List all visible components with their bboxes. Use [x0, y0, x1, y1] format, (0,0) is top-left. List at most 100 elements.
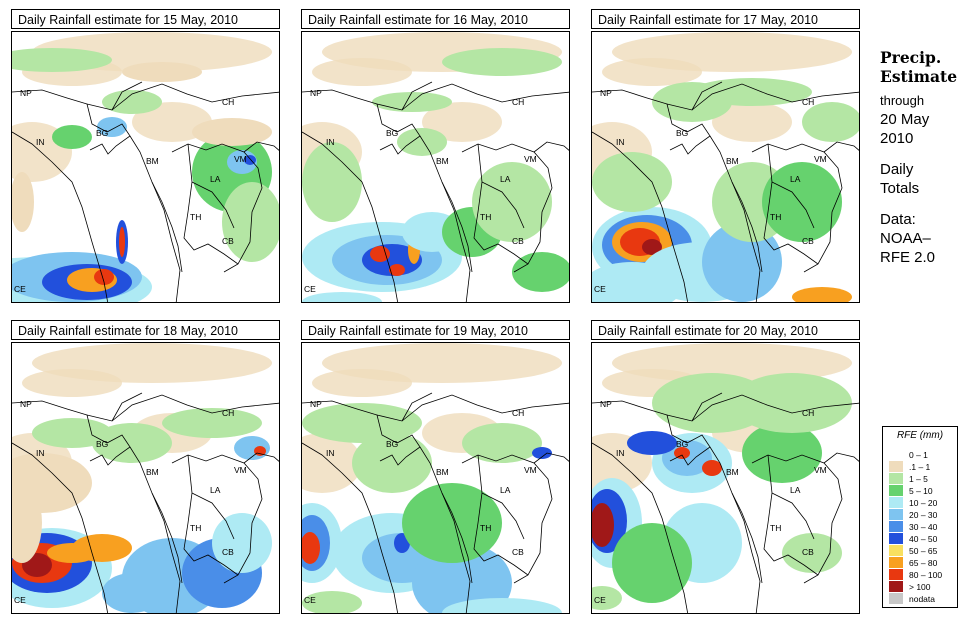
rainfall-cell	[212, 513, 272, 573]
country-border	[441, 492, 473, 584]
rainfall-cell	[192, 118, 272, 146]
country-label-vm: VM	[524, 154, 537, 164]
rainfall-cell	[792, 287, 852, 302]
rainfall-map: NP CH IN BG BM VM LA TH CB CE	[11, 342, 280, 614]
rainfall-cell	[662, 440, 712, 476]
country-border	[731, 181, 763, 273]
legend-daily-line-1: Daily	[880, 161, 914, 178]
country-border	[751, 143, 843, 273]
rainfall-cell	[532, 447, 552, 459]
country-border	[151, 492, 183, 584]
country-border	[533, 452, 569, 464]
country-label-np: NP	[310, 399, 322, 409]
rainfall-cell	[642, 239, 662, 255]
colorbar-class: 10 – 20	[889, 497, 937, 508]
rainfall-cell	[302, 532, 320, 564]
rainfall-cell	[674, 447, 690, 459]
panel-title: Daily Rainfall estimate for 15 May, 2010	[11, 9, 280, 29]
colorbar-class: 30 – 40	[889, 521, 937, 532]
rainfall-cell	[12, 453, 92, 513]
country-border	[473, 454, 529, 576]
country-border	[151, 181, 183, 273]
colorbar-class: 80 – 100	[889, 569, 942, 580]
rainfall-cell	[402, 483, 502, 563]
colorbar-swatch	[889, 461, 903, 472]
colorbar-label: 80 – 100	[909, 569, 943, 580]
colorbar-class: 40 – 50	[889, 533, 937, 544]
rainfall-field	[302, 343, 569, 613]
country-label-la: LA	[790, 174, 801, 184]
country-border	[171, 143, 263, 273]
colorbar-swatch	[889, 485, 903, 496]
rainfall-cell	[389, 264, 405, 276]
colorbar-class: 65 – 80	[889, 557, 937, 568]
rainfall-cell	[222, 182, 279, 262]
dry-area	[422, 102, 502, 142]
country-border	[12, 131, 109, 302]
colorbar-class: 0 – 1	[889, 449, 928, 460]
country-border	[183, 143, 239, 265]
country-border	[709, 446, 761, 613]
legend-text-block: Precip. Estimate through 20 May 2010 Dai…	[880, 48, 965, 267]
country-border	[763, 143, 819, 265]
country-label-bg: BG	[96, 128, 109, 138]
colorbar-label: > 100	[909, 581, 931, 592]
dry-area	[712, 102, 792, 142]
rainfall-cell	[102, 90, 162, 114]
country-label-ce: CE	[594, 595, 606, 605]
colorbar-swatch	[889, 593, 903, 604]
rainfall-cell	[302, 591, 362, 613]
country-label-np: NP	[600, 88, 612, 98]
colorbar-swatch	[889, 449, 903, 460]
country-label-bm: BM	[726, 467, 739, 477]
rainfall-cell	[442, 598, 562, 613]
country-label-in: IN	[616, 137, 625, 147]
rainfall-cell	[592, 586, 622, 610]
country-border	[461, 143, 553, 273]
rainfall-cell	[97, 117, 127, 137]
country-border	[302, 131, 399, 302]
colorbar-label: 0 – 1	[909, 449, 928, 460]
rainfall-cell	[352, 433, 432, 493]
colorbar-title: RFE (mm)	[896, 430, 944, 441]
country-border	[751, 454, 843, 584]
colorbar-swatch	[889, 497, 903, 508]
colorbar-label: nodata	[909, 593, 935, 604]
country-label-la: LA	[500, 485, 511, 495]
legend-data-line-3: RFE 2.0	[880, 249, 936, 266]
rainfall-cell	[397, 128, 447, 156]
country-border	[592, 83, 859, 111]
colorbar-class: .1 – 1	[889, 461, 930, 472]
country-label-ce: CE	[304, 284, 316, 294]
rainfall-cell	[302, 142, 362, 222]
country-border	[129, 446, 181, 613]
rainfall-cell	[162, 408, 262, 438]
country-border	[401, 81, 433, 111]
rainfall-field	[592, 32, 859, 302]
colorbar-label: 50 – 65	[909, 545, 938, 556]
country-label-vm: VM	[234, 465, 247, 475]
country-label-ce: CE	[594, 284, 606, 294]
country-border	[111, 81, 143, 111]
country-label-la: LA	[790, 485, 801, 495]
country-border	[731, 492, 763, 584]
country-label-ch: CH	[802, 408, 815, 418]
country-label-in: IN	[616, 448, 625, 458]
rainfall-cell	[119, 227, 125, 257]
country-label-vm: VM	[524, 465, 537, 475]
rainfall-cell	[802, 102, 859, 142]
rainfall-cell	[94, 269, 114, 285]
country-border	[12, 442, 109, 613]
country-label-in: IN	[36, 137, 45, 147]
country-label-ce: CE	[304, 595, 316, 605]
colorbar-swatch	[889, 545, 903, 556]
country-label-bm: BM	[726, 156, 739, 166]
country-label-th: TH	[480, 212, 492, 222]
country-label-np: NP	[20, 399, 32, 409]
colorbar-swatch	[889, 473, 903, 484]
country-label-ce: CE	[14, 595, 26, 605]
rainfall-cell	[742, 423, 822, 483]
country-label-bg: BG	[386, 439, 399, 449]
country-border	[592, 131, 689, 302]
